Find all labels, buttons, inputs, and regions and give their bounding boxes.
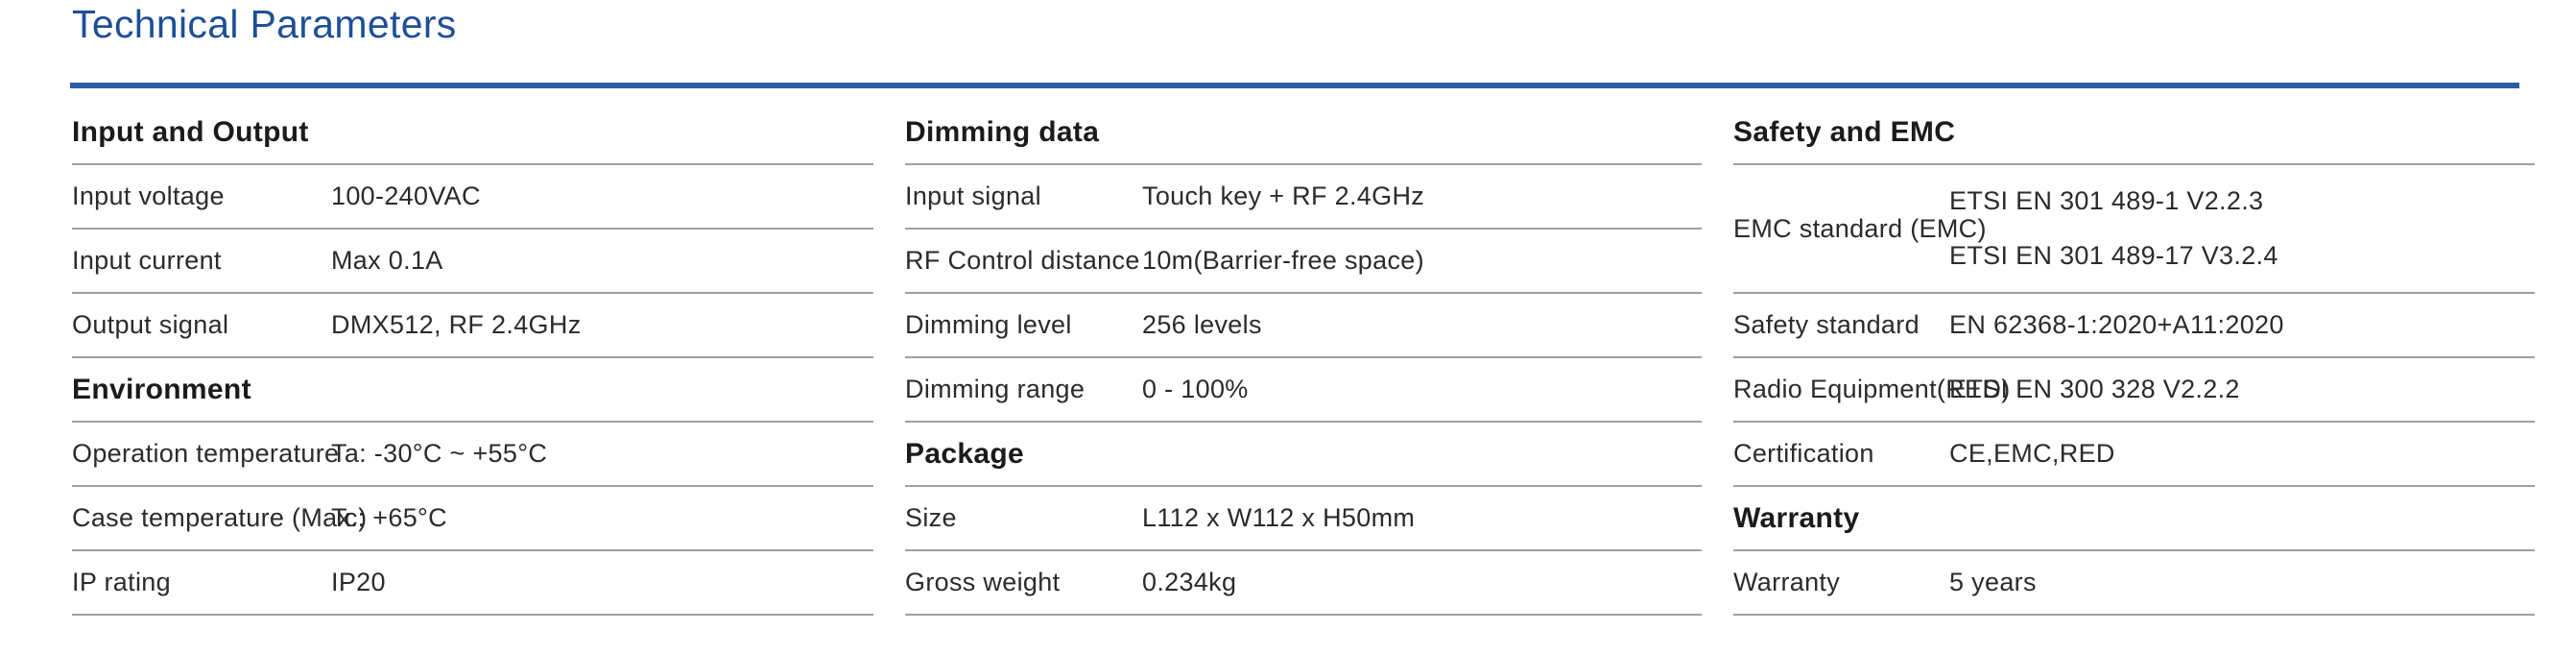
param-row-input-signal: Input signal Touch key + RF 2.4GHz [905, 165, 1702, 230]
param-value: Tc: +65°C [331, 503, 447, 532]
section-heading-label: Package [905, 437, 1024, 470]
param-label: Radio Equipment(RED) [1733, 375, 2011, 403]
param-value: 0.234kg [1142, 568, 1237, 596]
parameters-grid: Input and Output Input voltage 100-240VA… [72, 101, 2535, 616]
section-heading-warranty: Warranty [1733, 487, 2535, 551]
param-row-size: Size L112 x W112 x H50mm [905, 487, 1702, 551]
param-value: L112 x W112 x H50mm [1142, 503, 1416, 532]
param-row-gross-weight: Gross weight 0.234kg [905, 551, 1702, 616]
param-label: RF Control distance [905, 246, 1140, 275]
param-label: Certification [1733, 439, 1874, 468]
param-row-certification: Certification CE,EMC,RED [1733, 423, 2535, 487]
param-value: EN 62368-1:2020+A11:2020 [1949, 310, 2284, 339]
param-row-input-voltage: Input voltage 100-240VAC [72, 165, 873, 230]
param-label: Dimming level [905, 310, 1072, 339]
column-dimming-and-package: Dimming data Input signal Touch key + RF… [905, 101, 1702, 616]
param-value: ETSI EN 300 328 V2.2.2 [1949, 375, 2240, 403]
param-value: Touch key + RF 2.4GHz [1142, 182, 1425, 210]
param-value: Max 0.1A [331, 246, 443, 275]
column-input-and-output: Input and Output Input voltage 100-240VA… [72, 101, 873, 616]
title-underline [70, 83, 2519, 88]
param-label: Output signal [72, 310, 229, 339]
section-heading-environment: Environment [72, 358, 873, 423]
param-row-input-current: Input current Max 0.1A [72, 230, 873, 294]
page-title: Technical Parameters [72, 2, 457, 46]
param-value: 5 years [1949, 568, 2037, 596]
param-label: Input signal [905, 182, 1041, 210]
param-label: Case temperature (Max.) [72, 503, 368, 532]
param-value: 100-240VAC [331, 182, 481, 210]
param-label: IP rating [72, 568, 171, 596]
section-heading-dimming-data: Dimming data [905, 101, 1702, 165]
param-row-ip-rating: IP rating IP20 [72, 551, 873, 616]
section-heading-label: Safety and EMC [1733, 115, 1956, 148]
param-label: Dimming range [905, 375, 1085, 403]
param-value: Ta: -30°C ~ +55°C [331, 439, 548, 468]
param-value: 10m(Barrier-free space) [1142, 246, 1424, 275]
param-label: Size [905, 503, 957, 532]
param-value-line: ETSI EN 301 489-17 V3.2.4 [1949, 241, 2278, 270]
param-value-line: ETSI EN 301 489-1 V2.2.3 [1949, 186, 2264, 215]
param-row-operation-temperature: Operation temperature Ta: -30°C ~ +55°C [72, 423, 873, 487]
section-heading-label: Dimming data [905, 115, 1100, 148]
section-heading-label: Environment [72, 373, 251, 405]
param-label: Safety standard [1733, 310, 1920, 339]
param-value: DMX512, RF 2.4GHz [331, 310, 582, 339]
param-row-rf-control-distance: RF Control distance 10m(Barrier-free spa… [905, 230, 1702, 294]
param-value: 256 levels [1142, 310, 1262, 339]
param-value: CE,EMC,RED [1949, 439, 2115, 468]
param-label: Input current [72, 246, 222, 275]
column-safety-and-warranty: Safety and EMC EMC standard (EMC) ETSI E… [1733, 101, 2535, 616]
param-row-radio-equipment: Radio Equipment(RED) ETSI EN 300 328 V2.… [1733, 358, 2535, 423]
section-heading-package: Package [905, 423, 1702, 487]
section-heading-label: Warranty [1733, 501, 1860, 534]
param-row-output-signal: Output signal DMX512, RF 2.4GHz [72, 294, 873, 358]
param-value: IP20 [331, 568, 386, 596]
param-row-dimming-range: Dimming range 0 - 100% [905, 358, 1702, 423]
param-row-case-temperature: Case temperature (Max.) Tc: +65°C [72, 487, 873, 551]
param-label: EMC standard (EMC) [1733, 213, 1987, 243]
section-heading-safety-and-emc: Safety and EMC [1733, 101, 2535, 165]
param-value: 0 - 100% [1142, 375, 1249, 403]
param-row-warranty: Warranty 5 years [1733, 551, 2535, 616]
param-row-safety-standard: Safety standard EN 62368-1:2020+A11:2020 [1733, 294, 2535, 358]
param-row-emc-standard: EMC standard (EMC) ETSI EN 301 489-1 V2.… [1733, 165, 2535, 294]
section-heading-input-and-output: Input and Output [72, 101, 873, 165]
section-heading-label: Input and Output [72, 115, 309, 148]
param-value-multiline: ETSI EN 301 489-1 V2.2.3 ETSI EN 301 489… [1949, 186, 2535, 271]
param-label: Gross weight [905, 568, 1061, 596]
param-label: Warranty [1733, 568, 1841, 596]
param-row-dimming-level: Dimming level 256 levels [905, 294, 1702, 358]
param-label: Input voltage [72, 182, 225, 210]
param-label: Operation temperature [72, 439, 340, 468]
